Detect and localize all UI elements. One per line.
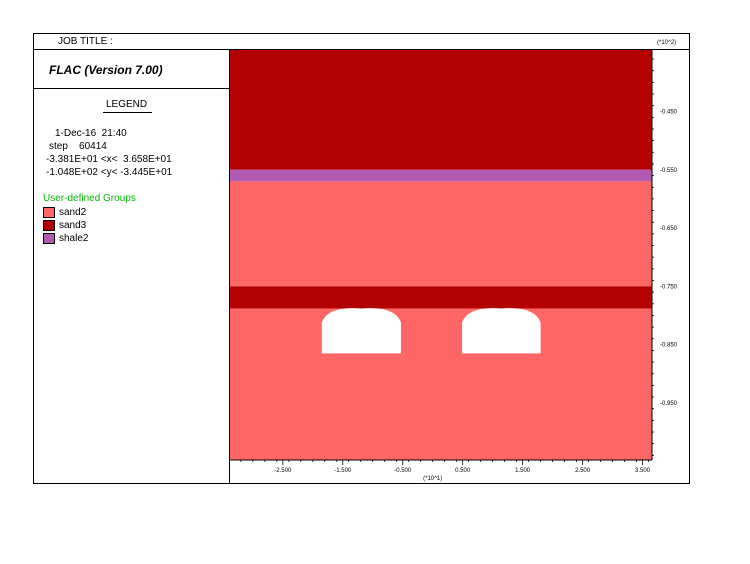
legend-item-sand3: sand3 <box>43 219 86 231</box>
y-exponent-label: (*10^2) <box>657 40 677 46</box>
plot-frame <box>33 33 690 484</box>
legend-x-range: -3.381E+01 <x< 3.658E+01 <box>46 154 172 165</box>
groups-heading: User-defined Groups <box>43 193 136 204</box>
legend-heading: LEGEND <box>106 99 148 110</box>
app-title: FLAC (Version 7.00) <box>49 63 163 77</box>
y-tick-label: -0.950 <box>660 401 678 407</box>
opening-2 <box>462 308 541 354</box>
x-tick-label: 2.500 <box>575 468 591 474</box>
panel-divider <box>33 88 229 89</box>
y-tick-label: -0.650 <box>660 226 678 232</box>
x-tick-label: -1.500 <box>334 468 352 474</box>
legend-label-sand3: sand3 <box>59 219 87 231</box>
swatch-sand2 <box>43 206 55 218</box>
y-tick-label: -0.550 <box>660 168 678 174</box>
x-tick-label: -2.500 <box>274 468 292 474</box>
legend-item-shale2: shale2 <box>43 232 88 244</box>
y-tick-label: -0.850 <box>660 343 678 349</box>
x-tick-label: 1.500 <box>515 468 531 474</box>
legend-panel: FLAC (Version 7.00) LEGEND 1-Dec-16 21:4… <box>33 50 230 484</box>
x-tick-label: -0.500 <box>394 468 412 474</box>
layer-shale2-1 <box>230 169 652 182</box>
title-row: JOB TITLE : <box>33 33 690 50</box>
layer-sand3-3 <box>230 286 652 309</box>
swatch-shale2 <box>43 232 55 244</box>
opening-1 <box>321 308 401 354</box>
legend-item-sand2: sand2 <box>43 206 86 218</box>
layer-sand2-2 <box>230 181 652 287</box>
legend-step: step 60414 <box>49 141 107 152</box>
job-title: JOB TITLE : <box>58 36 113 47</box>
legend-date-time: 1-Dec-16 21:40 <box>55 128 127 139</box>
layer-sand3-0 <box>230 50 652 170</box>
y-tick-label: -0.750 <box>660 284 678 290</box>
legend-label-sand2: sand2 <box>59 206 87 218</box>
layer-sand2-4 <box>230 308 652 460</box>
x-tick-label: 3.500 <box>635 468 651 474</box>
x-tick-label: 0.500 <box>455 468 471 474</box>
x-exponent-label: (*10^1) <box>423 476 442 482</box>
legend-label-shale2: shale2 <box>59 232 89 244</box>
y-tick-label: -0.450 <box>660 109 678 115</box>
swatch-sand3 <box>43 219 55 231</box>
legend-underline <box>103 112 152 113</box>
legend-y-range: -1.048E+02 <y< -3.445E+01 <box>46 167 173 178</box>
